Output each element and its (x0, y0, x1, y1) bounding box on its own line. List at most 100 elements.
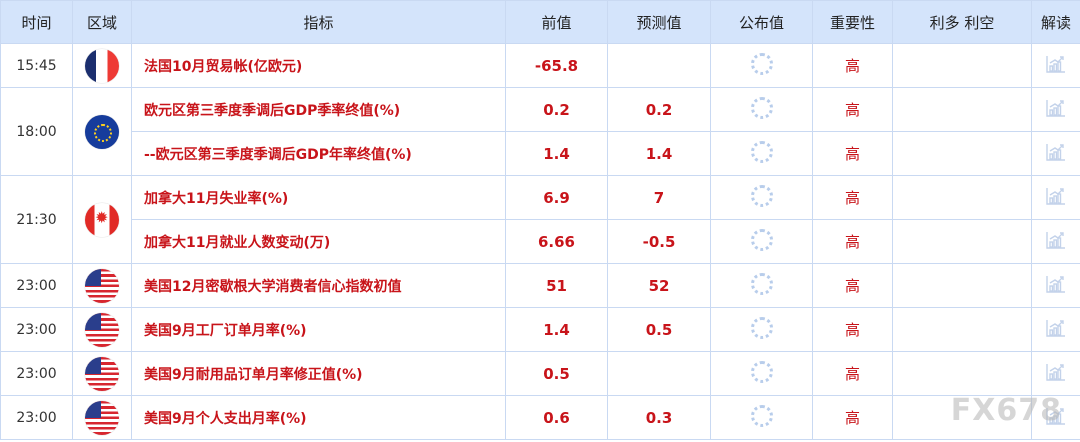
importance: 高 (812, 175, 893, 220)
indicator-link[interactable]: 美国12月密歇根大学消费者信心指数初值 (131, 263, 506, 308)
us-flag-icon (85, 312, 119, 347)
table-row: 15:45 法国10月贸易帐(亿欧元) -65.8 高 (0, 43, 1080, 88)
loading-spinner-icon (750, 228, 773, 251)
table-row: 23:00 美国9月个人支出月率(%) 0.6 0.3 高 (0, 395, 1080, 440)
importance: 高 (812, 307, 893, 352)
loading-spinner-icon (750, 96, 773, 119)
column-header: 时间 (0, 0, 73, 44)
chart-analysis-icon[interactable] (1045, 407, 1067, 430)
bullish-bearish (892, 43, 1032, 88)
loading-spinner-icon (750, 316, 773, 339)
loading-spinner-icon (750, 272, 773, 295)
previous-value: -65.8 (505, 43, 608, 88)
previous-value: 6.66 (505, 219, 608, 264)
importance: 高 (812, 263, 893, 308)
table-row: 加拿大11月就业人数变动(万) 6.66 -0.5 高 (1, 219, 1080, 264)
region-cell (72, 175, 132, 264)
analysis-button[interactable] (1031, 219, 1080, 264)
actual-value (710, 263, 813, 308)
indicator-link[interactable]: 法国10月贸易帐(亿欧元) (131, 43, 506, 88)
us-flag-icon (85, 400, 119, 435)
canada-flag-icon (85, 202, 119, 237)
loading-spinner-icon (750, 404, 773, 427)
chart-analysis-icon[interactable] (1045, 363, 1067, 386)
chart-analysis-icon[interactable] (1045, 143, 1067, 166)
forecast-value: -0.5 (607, 219, 711, 264)
analysis-button[interactable] (1031, 395, 1080, 440)
actual-value (710, 131, 813, 176)
indicator-link[interactable]: 加拿大11月就业人数变动(万) (131, 219, 506, 264)
chart-analysis-icon[interactable] (1045, 99, 1067, 122)
table-row: 23:00 美国9月工厂订单月率(%) 1.4 0.5 高 (0, 307, 1080, 352)
region-cell (72, 87, 132, 176)
previous-value: 0.2 (505, 87, 608, 132)
bullish-bearish (892, 263, 1032, 308)
us-flag-icon (85, 268, 119, 303)
analysis-button[interactable] (1031, 351, 1080, 396)
table-header: 时间 区域 指标 前值 预测值 公布值 重要性 利多 利空 解读 (0, 0, 1080, 44)
time-cell: 21:30 (0, 175, 73, 264)
indicator-link[interactable]: 加拿大11月失业率(%) (131, 175, 506, 220)
bullish-bearish (892, 175, 1032, 220)
actual-value (710, 307, 813, 352)
previous-value: 1.4 (505, 307, 608, 352)
forecast-value: 0.2 (607, 87, 711, 132)
column-header: 利多 利空 (892, 0, 1032, 44)
time-cell: 23:00 (0, 307, 73, 352)
time-cell: 23:00 (0, 263, 73, 308)
indicator-link[interactable]: 美国9月个人支出月率(%) (131, 395, 506, 440)
loading-spinner-icon (750, 360, 773, 383)
france-flag-icon (85, 48, 119, 83)
table-row: 21:30 加拿大11月失业率(%)6.97 高 (0, 175, 1080, 264)
bullish-bearish (892, 351, 1032, 396)
column-header: 预测值 (607, 0, 711, 44)
loading-spinner-icon (750, 140, 773, 163)
importance: 高 (812, 87, 893, 132)
analysis-button[interactable] (1031, 43, 1080, 88)
column-header: 公布值 (710, 0, 813, 44)
indicator-link[interactable]: 美国9月耐用品订单月率修正值(%) (131, 351, 506, 396)
chart-analysis-icon[interactable] (1045, 275, 1067, 298)
indicator-link[interactable]: 美国9月工厂订单月率(%) (131, 307, 506, 352)
column-header: 解读 (1031, 0, 1080, 44)
column-header: 区域 (72, 0, 132, 44)
analysis-button[interactable] (1031, 263, 1080, 308)
table-row: 23:00 美国9月耐用品订单月率修正值(%) 0.5 高 (0, 351, 1080, 396)
chart-analysis-icon[interactable] (1045, 231, 1067, 254)
column-header: 重要性 (812, 0, 893, 44)
importance: 高 (812, 43, 893, 88)
forecast-value: 1.4 (607, 131, 711, 176)
indicator-link[interactable]: --欧元区第三季度季调后GDP年率终值(%) (131, 131, 506, 176)
region-cell (72, 395, 132, 440)
analysis-button[interactable] (1031, 175, 1080, 220)
analysis-button[interactable] (1031, 307, 1080, 352)
importance: 高 (812, 219, 893, 264)
actual-value (710, 219, 813, 264)
forecast-value (607, 351, 711, 396)
bullish-bearish (892, 219, 1032, 264)
analysis-button[interactable] (1031, 131, 1080, 176)
previous-value: 51 (505, 263, 608, 308)
indicator-link[interactable]: 欧元区第三季度季调后GDP季率终值(%) (131, 87, 506, 132)
bullish-bearish (892, 87, 1032, 132)
chart-analysis-icon[interactable] (1045, 55, 1067, 78)
chart-analysis-icon[interactable] (1045, 319, 1067, 342)
previous-value: 1.4 (505, 131, 608, 176)
column-header: 指标 (131, 0, 506, 44)
forecast-value: 52 (607, 263, 711, 308)
loading-spinner-icon (750, 52, 773, 75)
importance: 高 (812, 395, 893, 440)
region-cell (72, 307, 132, 352)
chart-analysis-icon[interactable] (1045, 187, 1067, 210)
column-header: 前值 (505, 0, 608, 44)
previous-value: 6.9 (505, 175, 608, 220)
watermark-logo: FX678 (950, 393, 1062, 428)
actual-value (710, 175, 813, 220)
region-cell (72, 263, 132, 308)
bullish-bearish (892, 131, 1032, 176)
analysis-button[interactable] (1031, 87, 1080, 132)
loading-spinner-icon (750, 184, 773, 207)
eu-flag-icon (85, 114, 119, 149)
forecast-value (607, 43, 711, 88)
